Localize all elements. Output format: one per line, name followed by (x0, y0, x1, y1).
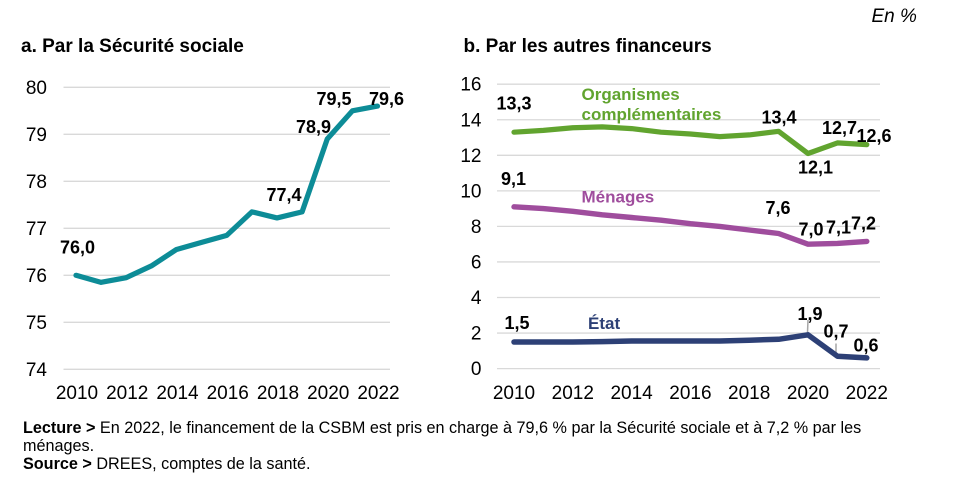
svg-text:2020: 2020 (787, 383, 829, 404)
svg-text:13,3: 13,3 (496, 94, 531, 114)
svg-text:2022: 2022 (846, 383, 888, 404)
svg-text:7,1: 7,1 (826, 218, 851, 238)
svg-text:79,6: 79,6 (369, 89, 404, 109)
svg-text:ménages.: ménages. (23, 437, 94, 455)
svg-text:78,9: 78,9 (296, 117, 331, 137)
svg-text:78: 78 (26, 172, 47, 193)
svg-text:2: 2 (471, 324, 482, 345)
svg-text:79,5: 79,5 (316, 89, 351, 109)
svg-text:12: 12 (460, 146, 481, 167)
svg-text:b. Par les autres financeurs: b. Par les autres financeurs (464, 36, 712, 57)
svg-text:0: 0 (471, 359, 482, 380)
svg-text:2010: 2010 (56, 383, 98, 404)
svg-text:8: 8 (471, 217, 482, 238)
svg-text:2018: 2018 (728, 383, 770, 404)
svg-text:2018: 2018 (257, 383, 299, 404)
svg-text:2022: 2022 (357, 383, 399, 404)
svg-text:9,1: 9,1 (501, 169, 526, 189)
svg-text:4: 4 (471, 288, 482, 309)
svg-text:Organismes: Organismes (582, 85, 680, 104)
svg-text:2012: 2012 (552, 383, 594, 404)
svg-text:13,4: 13,4 (761, 108, 796, 128)
svg-text:74: 74 (26, 360, 48, 381)
svg-text:complémentaires: complémentaires (582, 105, 722, 124)
svg-text:77: 77 (26, 219, 47, 240)
svg-text:12,6: 12,6 (856, 126, 891, 146)
svg-text:1,5: 1,5 (504, 313, 529, 333)
svg-text:En %: En % (872, 6, 918, 27)
svg-text:Source > DREES, comptes de la: Source > DREES, comptes de la santé. (23, 455, 310, 473)
svg-text:14: 14 (460, 110, 482, 131)
svg-text:7,0: 7,0 (798, 220, 823, 240)
svg-text:16: 16 (460, 75, 481, 96)
svg-text:1,9: 1,9 (797, 304, 822, 324)
svg-text:État: État (588, 314, 620, 333)
svg-text:77,4: 77,4 (266, 185, 301, 205)
svg-text:Lecture > En 2022, le financem: Lecture > En 2022, le financement de la … (23, 419, 861, 437)
svg-text:12,1: 12,1 (798, 158, 833, 178)
svg-text:7,6: 7,6 (765, 198, 790, 218)
svg-text:Ménages: Ménages (582, 188, 655, 207)
svg-text:a. Par la Sécurité sociale: a. Par la Sécurité sociale (21, 36, 244, 57)
svg-text:2020: 2020 (307, 383, 349, 404)
svg-text:80: 80 (26, 78, 47, 99)
svg-text:2012: 2012 (106, 383, 148, 404)
svg-text:7,2: 7,2 (851, 214, 876, 234)
svg-text:10: 10 (460, 181, 481, 202)
svg-text:76: 76 (26, 266, 47, 287)
svg-text:76,0: 76,0 (60, 238, 95, 258)
svg-text:75: 75 (26, 313, 47, 334)
svg-text:0,7: 0,7 (823, 322, 848, 342)
svg-text:79: 79 (26, 125, 47, 146)
svg-text:6: 6 (471, 252, 482, 273)
svg-text:2014: 2014 (610, 383, 653, 404)
svg-text:2010: 2010 (493, 383, 535, 404)
svg-text:0,6: 0,6 (853, 336, 878, 356)
svg-text:2016: 2016 (207, 383, 249, 404)
svg-text:2014: 2014 (156, 383, 199, 404)
svg-text:12,7: 12,7 (822, 118, 857, 138)
svg-text:2016: 2016 (669, 383, 711, 404)
